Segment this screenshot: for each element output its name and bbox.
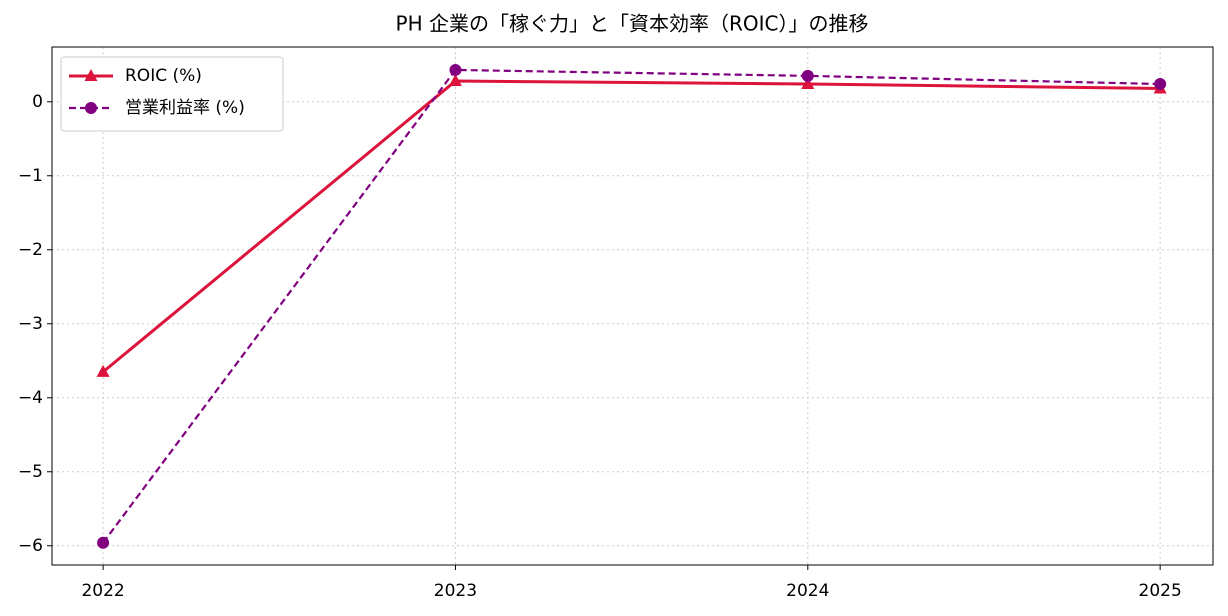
y-tick-label: −2 [18,240,43,260]
marker [801,69,814,82]
y-tick-label: −1 [18,166,43,186]
series-line [102,68,1161,544]
y-tick-label: 0 [32,92,43,112]
x-tick-label: 2023 [434,581,477,601]
plot-frame [51,46,1214,566]
marker [1154,78,1167,90]
y-tick-label: −4 [18,388,43,408]
x-tick-label: 2022 [81,581,124,601]
marker [97,536,110,549]
chart-title: PH 企業の「稼ぐ力」と「資本効率（ROIC）」の推移 [396,12,869,36]
x-tick-label: 2024 [786,581,829,601]
marker [85,102,97,114]
legend-label: 営業利益率 (%) [125,98,245,118]
y-tick-label: −5 [18,462,43,482]
x-tick-label: 2025 [1139,581,1182,601]
legend-label: ROIC (%) [125,66,202,86]
y-tick-label: −3 [18,314,43,334]
marker [448,74,462,87]
y-tick-label: −6 [18,536,43,556]
marker [801,77,815,89]
series-line [102,79,1161,374]
marker [96,364,110,377]
marker [449,63,462,76]
marker [84,69,98,81]
legend-box [60,56,284,132]
